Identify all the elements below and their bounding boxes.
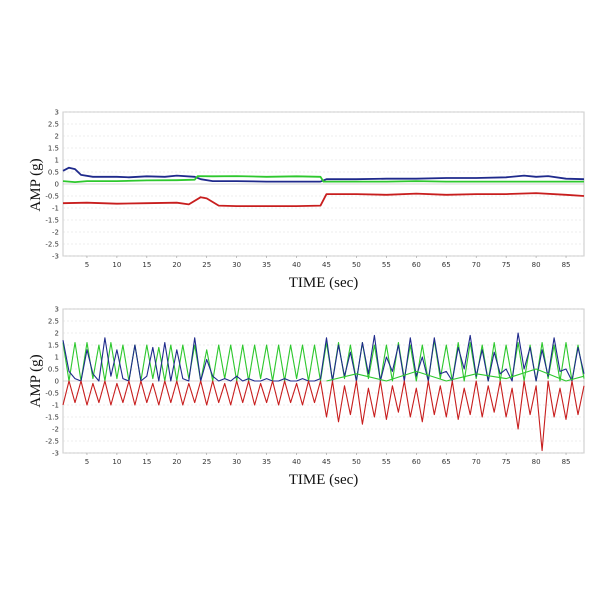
x-tick-label: 30 xyxy=(232,458,241,466)
series-line-blue-1 xyxy=(62,166,585,183)
y-tick-label: -0.5 xyxy=(45,390,59,398)
x-tick-label: 80 xyxy=(532,458,541,466)
x-tick-label: 65 xyxy=(442,261,451,269)
y-tick-label: -2.5 xyxy=(45,438,59,446)
x-tick-label: 50 xyxy=(352,458,361,466)
series-line-red-3 xyxy=(62,380,585,452)
x-tick-label: 70 xyxy=(472,458,481,466)
x-tick-label: 80 xyxy=(532,261,541,269)
x-axis-label: TIME (sec) xyxy=(289,275,359,291)
y-tick-label: -2 xyxy=(52,229,59,237)
x-tick-label: 45 xyxy=(322,458,331,466)
y-tick-label: 1.5 xyxy=(48,342,59,350)
x-tick-label: 40 xyxy=(292,261,301,269)
series-line-green-2 xyxy=(62,175,584,184)
x-tick-label: 65 xyxy=(442,458,451,466)
y-tick-label: 0.5 xyxy=(48,366,59,374)
x-tick-label: 70 xyxy=(472,261,481,269)
x-axis-label: TIME (sec) xyxy=(289,472,359,488)
y-axis-label: AMP (g) xyxy=(28,158,44,211)
x-tick-label: 25 xyxy=(202,458,211,466)
x-tick-label: 40 xyxy=(292,458,301,466)
y-tick-label: 0 xyxy=(55,181,59,189)
x-tick-label: 55 xyxy=(382,458,391,466)
x-tick-label: 45 xyxy=(322,261,331,269)
y-tick-label: -1 xyxy=(52,402,59,410)
x-tick-label: 50 xyxy=(352,261,361,269)
series-line-red-3 xyxy=(62,192,585,208)
y-tick-label: -1.5 xyxy=(45,414,59,422)
x-tick-label: 25 xyxy=(202,261,211,269)
y-tick-label: -3 xyxy=(52,253,59,261)
x-tick-label: 85 xyxy=(562,261,571,269)
y-tick-label: 2.5 xyxy=(48,121,59,129)
x-tick-label: 55 xyxy=(382,261,391,269)
y-tick-label: 0.5 xyxy=(48,169,59,177)
y-tick-label: -2.5 xyxy=(45,241,59,249)
x-tick-label: 60 xyxy=(412,261,421,269)
y-tick-label: 2 xyxy=(55,133,59,141)
series-line-blue-2 xyxy=(62,332,585,382)
y-tick-label: 1 xyxy=(55,157,59,165)
y-tick-label: 1 xyxy=(55,354,59,362)
x-tick-label: 75 xyxy=(502,261,511,269)
x-tick-label: 10 xyxy=(112,261,121,269)
y-tick-label: -2 xyxy=(52,426,59,434)
chart-panel-2: 3 2.5 2 1.5 1 0.5 0 -0.5 -1 -1.5 -2 -2.5 -3 5 10 15 20 25… xyxy=(28,306,585,488)
y-axis-label: AMP (g) xyxy=(28,354,44,407)
y-tick-label: -0.5 xyxy=(45,193,59,201)
x-tick-label: 20 xyxy=(172,458,181,466)
x-tick-label: 15 xyxy=(142,458,151,466)
y-tick-label: 3 xyxy=(55,306,59,314)
y-tick-label: -3 xyxy=(52,450,59,458)
x-tick-label: 35 xyxy=(262,261,271,269)
y-tick-label: 1.5 xyxy=(48,145,59,153)
x-tick-label: 5 xyxy=(85,261,89,269)
x-tick-label: 5 xyxy=(85,458,89,466)
y-tick-label: 2 xyxy=(55,330,59,338)
y-tick-label: -1.5 xyxy=(45,217,59,225)
x-tick-label: 30 xyxy=(232,261,241,269)
x-tick-label: 10 xyxy=(112,458,121,466)
x-tick-label: 20 xyxy=(172,261,181,269)
y-tick-label: -1 xyxy=(52,205,59,213)
y-tick-label: 0 xyxy=(55,378,59,386)
x-tick-label: 75 xyxy=(502,458,511,466)
y-tick-label: 2.5 xyxy=(48,318,59,326)
x-tick-label: 60 xyxy=(412,458,421,466)
series-line-green-4 xyxy=(326,368,585,382)
x-tick-label: 35 xyxy=(262,458,271,466)
x-tick-label: 85 xyxy=(562,458,571,466)
chart-panel-1: 3 2.5 2 1.5 1 0.5 0 -0.5 -1 -1.5 -2 -2.5 -3 5 10 15 20 25… xyxy=(28,109,585,291)
y-tick-label: 3 xyxy=(55,109,59,117)
x-tick-label: 15 xyxy=(142,261,151,269)
